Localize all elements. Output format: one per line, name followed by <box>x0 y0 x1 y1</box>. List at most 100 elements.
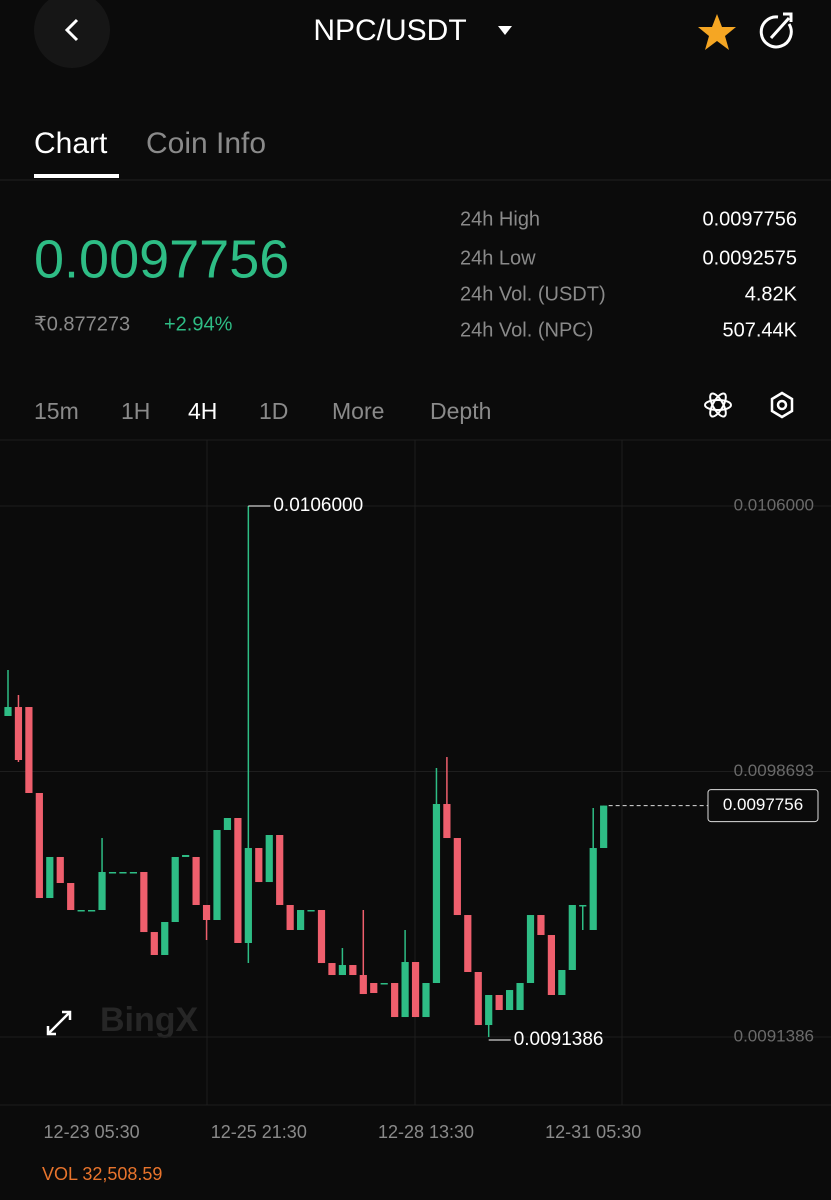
candle-body <box>192 856 200 905</box>
candle-body <box>443 804 451 839</box>
candle-body <box>359 975 367 995</box>
candle-body <box>276 835 284 905</box>
candle-body <box>67 883 75 911</box>
candle-body <box>547 935 555 996</box>
share-icon[interactable] <box>759 12 793 49</box>
stat-label: 24h High <box>460 208 540 230</box>
candle-body <box>370 983 378 994</box>
x-tick-label: 12-28 13:30 <box>378 1122 474 1142</box>
x-tick-label: 12-23 05:30 <box>44 1122 140 1142</box>
tab-coin-info[interactable]: Coin Info <box>146 127 266 160</box>
candle-body <box>46 856 54 899</box>
last-price-label: 0.0097756 <box>723 795 803 814</box>
favorite-star[interactable] <box>698 14 736 50</box>
tab-underline <box>34 174 119 178</box>
y-tick-label: 0.0106000 <box>734 495 814 514</box>
stat-value: 0.0092575 <box>702 247 797 269</box>
candle-body <box>150 932 158 955</box>
candle-body <box>349 965 357 976</box>
candle-body <box>88 910 96 912</box>
candle-body <box>338 965 346 976</box>
interval-tab[interactable]: More <box>332 398 384 424</box>
high-label: 0.0106000 <box>273 495 363 516</box>
stat-value: 4.82K <box>745 283 798 305</box>
candle-body <box>328 963 336 976</box>
candle-body <box>589 848 597 930</box>
candle-body <box>202 904 211 920</box>
candle-body <box>380 983 388 985</box>
stat-value: 507.44K <box>722 319 797 341</box>
candle-body <box>98 871 106 911</box>
candle-body <box>213 829 221 920</box>
candle-body <box>516 983 524 1011</box>
dropdown-icon[interactable] <box>498 26 512 35</box>
candle-body <box>422 983 430 1018</box>
candle-body <box>537 915 545 936</box>
candle-body <box>25 707 33 793</box>
x-tick-label: 12-25 21:30 <box>211 1122 307 1142</box>
candle-body <box>35 792 43 899</box>
candle-body <box>558 970 566 996</box>
candle-body <box>171 856 179 922</box>
watermark: BingX <box>100 1001 199 1039</box>
y-tick-label: 0.0098693 <box>734 761 814 780</box>
stat-label: 24h Vol. (NPC) <box>460 319 593 341</box>
candle-body <box>129 871 137 874</box>
interval-tab[interactable]: Depth <box>430 398 491 424</box>
candle-body <box>506 990 514 1011</box>
settings-icon[interactable] <box>770 391 794 419</box>
stat-label: 24h Low <box>460 247 536 269</box>
candle-body <box>244 848 252 944</box>
back-button[interactable] <box>34 0 110 68</box>
candle-body <box>307 910 315 912</box>
candle-body <box>495 995 503 1011</box>
last-price: 0.0097756 <box>34 229 289 289</box>
candle-body <box>474 972 482 1026</box>
candle-body <box>56 856 64 884</box>
candle-body <box>432 804 441 984</box>
candle-body <box>255 848 263 883</box>
y-tick-label: 0.0091386 <box>734 1027 814 1046</box>
candle-body <box>140 871 148 933</box>
candle-body <box>234 817 242 944</box>
candle-body <box>317 910 326 964</box>
indicator-icon[interactable] <box>704 391 732 419</box>
candle-body <box>401 962 409 1018</box>
interval-tab[interactable]: 15m <box>34 398 79 424</box>
candle-body <box>4 707 12 716</box>
candle-body <box>568 904 576 971</box>
candle-body <box>161 921 169 955</box>
stat-label: 24h Vol. (USDT) <box>460 283 606 305</box>
candle-body <box>485 995 493 1026</box>
local-price: ₹0.877273 <box>34 313 130 335</box>
candle-body <box>600 805 608 849</box>
candle-body <box>119 871 127 874</box>
candle-body <box>391 983 399 1018</box>
price-change: +2.94% <box>164 313 233 335</box>
pair-title[interactable]: NPC/USDT <box>313 14 466 47</box>
low-label: 0.0091386 <box>514 1029 604 1050</box>
candle-body <box>77 910 85 912</box>
interval-tab[interactable]: 4H <box>188 398 217 424</box>
candle-body <box>411 962 420 1018</box>
fullscreen-icon[interactable] <box>46 1010 72 1036</box>
candle-body <box>464 915 472 972</box>
x-tick-label: 12-31 05:30 <box>545 1122 641 1142</box>
candle-body <box>286 904 294 930</box>
interval-tab[interactable]: 1D <box>259 398 288 424</box>
candle-body <box>297 910 305 930</box>
last-price-box <box>707 789 819 823</box>
candle-body <box>108 871 117 874</box>
volume-label: VOL 32,508.59 <box>42 1164 162 1184</box>
interval-tab[interactable]: 1H <box>121 398 150 424</box>
candle-body <box>223 817 232 830</box>
tab-chart[interactable]: Chart <box>34 127 108 160</box>
candle-body <box>526 915 535 984</box>
candle-body <box>265 835 273 883</box>
candle-body <box>14 707 23 760</box>
candle-body <box>182 854 190 857</box>
stat-value: 0.0097756 <box>702 208 797 230</box>
candle-body <box>579 904 587 907</box>
candle-body <box>453 838 461 916</box>
